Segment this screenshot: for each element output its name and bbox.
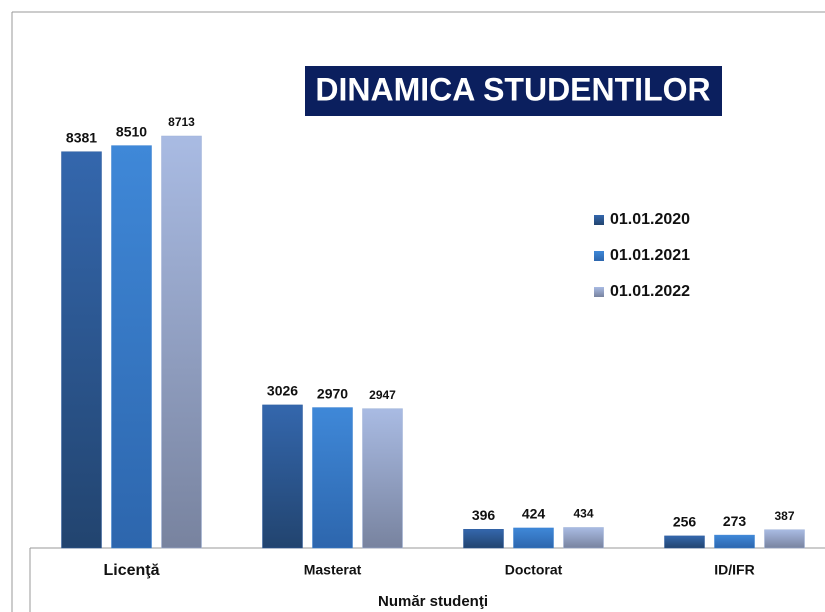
data-label: 256 <box>673 514 697 530</box>
legend-swatch <box>594 251 604 261</box>
data-label: 8713 <box>168 115 195 129</box>
legend-label: 01.01.2022 <box>610 283 690 300</box>
legend-swatch <box>594 287 604 297</box>
bar <box>61 151 102 549</box>
data-label: 3026 <box>267 383 298 399</box>
data-label: 273 <box>723 513 747 529</box>
x-tick-label: Doctorat <box>505 562 563 578</box>
x-axis-title: Număr studenţi <box>378 593 488 610</box>
bar <box>161 135 202 549</box>
data-label: 396 <box>472 507 496 523</box>
chart-title: DINAMICA STUDENTILOR <box>315 71 710 107</box>
bar <box>463 529 504 549</box>
bar <box>312 407 353 549</box>
legend-swatch <box>594 215 604 225</box>
bar <box>513 527 554 549</box>
bar <box>664 535 705 549</box>
legend-label: 01.01.2020 <box>610 211 690 228</box>
data-label: 2970 <box>317 385 348 401</box>
bar <box>563 527 604 549</box>
data-label: 2947 <box>369 388 396 402</box>
x-tick-label: Licenţă <box>103 562 159 579</box>
data-label: 8510 <box>116 123 147 139</box>
data-label: 434 <box>573 507 593 521</box>
data-label: 424 <box>522 506 546 522</box>
bar <box>714 534 755 549</box>
x-tick-label: Masterat <box>304 562 362 578</box>
legend-label: 01.01.2021 <box>610 247 690 264</box>
title-box <box>305 66 722 116</box>
bar <box>764 529 805 549</box>
x-tick-label: ID/IFR <box>714 562 754 578</box>
bar <box>111 145 152 549</box>
data-label: 387 <box>774 509 794 523</box>
data-label: 8381 <box>66 129 97 145</box>
bar <box>262 404 303 549</box>
bar <box>362 408 403 549</box>
